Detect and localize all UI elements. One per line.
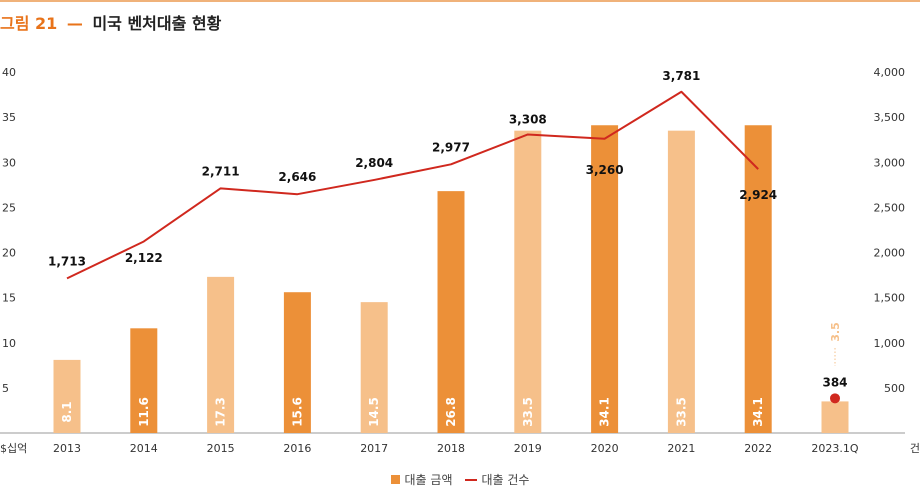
top-rule <box>0 0 920 2</box>
right-axis-tick: 500 <box>884 382 905 395</box>
title-dash: — <box>66 14 83 33</box>
bar-value-label: 33.5 <box>674 397 688 427</box>
x-axis-tick: 2014 <box>130 442 158 455</box>
bar-value-label: 14.5 <box>367 397 381 427</box>
legend-label-count: 대출 건수 <box>481 473 530 487</box>
line-value-label: 2,977 <box>432 140 470 154</box>
bar <box>53 359 81 433</box>
left-axis-tick: 40 <box>2 66 16 79</box>
line-value-label: 2,924 <box>739 188 777 202</box>
line-value-label: 2,711 <box>202 164 240 178</box>
legend-item-amount: 대출 금액 <box>390 471 453 488</box>
line-value-label: 3,308 <box>509 112 547 126</box>
left-axis-unit: $십억 <box>0 442 27 455</box>
x-axis-tick: 2020 <box>591 442 619 455</box>
x-axis-tick: 2023.1Q <box>811 442 858 455</box>
series-line-loan-count <box>66 90 759 280</box>
legend-swatch-line <box>464 478 477 481</box>
line-point-2023q1 <box>830 393 840 404</box>
bar-value-label: 17.3 <box>214 397 228 427</box>
right-axis-tick: 1,500 <box>874 292 906 305</box>
bar <box>514 130 542 433</box>
line-value-label: 2,804 <box>355 156 393 170</box>
bar-value-label: 15.6 <box>290 397 304 427</box>
x-axis-tick: 2017 <box>360 442 388 455</box>
figure-title: 그림 21 — 미국 벤처대출 현황 <box>0 10 221 34</box>
x-axis-tick: 2013 <box>53 442 81 455</box>
left-axis-tick: 25 <box>2 201 16 214</box>
chart-legend: 대출 금액 대출 건수 <box>0 471 920 488</box>
legend-item-count: 대출 건수 <box>464 471 530 488</box>
x-axis-tick: 2016 <box>283 442 311 455</box>
bar <box>130 328 158 433</box>
line-value-label: 2,646 <box>278 170 316 184</box>
x-axis-tick: 2015 <box>207 442 235 455</box>
legend-label-amount: 대출 금액 <box>404 473 453 487</box>
right-axis-tick: 2,000 <box>874 247 906 260</box>
bar <box>591 125 619 433</box>
left-axis-tick: 30 <box>2 156 16 169</box>
line-value-label: 3,260 <box>586 163 624 177</box>
bar <box>821 401 849 433</box>
x-axis-tick: 2021 <box>667 442 695 455</box>
bar-value-label: 11.6 <box>137 397 151 427</box>
bar-value-label: 3.5 <box>829 322 842 342</box>
right-axis-tick: 2,500 <box>874 201 906 214</box>
line-value-label: 3,781 <box>662 69 700 83</box>
figure-number: 그림 21 <box>0 14 58 33</box>
line-value-label: 384 <box>822 375 847 389</box>
right-axis-unit: 건 <box>910 442 920 455</box>
bar-value-label: 34.1 <box>751 397 765 427</box>
right-axis-tick: 1,000 <box>874 337 906 350</box>
bar <box>283 292 311 433</box>
legend-swatch-bar <box>390 475 400 484</box>
bar <box>744 125 772 433</box>
bar <box>667 130 695 433</box>
line-value-label: 2,122 <box>125 251 163 265</box>
bar <box>207 276 235 433</box>
right-axis-tick: 3,500 <box>874 111 906 124</box>
x-axis-tick: 2018 <box>437 442 465 455</box>
bar <box>437 191 465 433</box>
right-axis-tick: 4,000 <box>874 66 906 79</box>
x-axis-tick: 2019 <box>514 442 542 455</box>
right-axis-tick: 3,000 <box>874 156 906 169</box>
left-axis-tick: 15 <box>2 292 16 305</box>
bar-value-label: 8.1 <box>60 401 74 422</box>
bar-value-label: 34.1 <box>598 397 612 427</box>
line-value-label: 1,713 <box>48 254 86 268</box>
title-text: 미국 벤처대출 현황 <box>92 14 222 33</box>
left-axis-tick: 35 <box>2 111 16 124</box>
bar-value-label: 33.5 <box>521 397 535 427</box>
bar-value-label: 26.8 <box>444 397 458 427</box>
left-axis-tick: 10 <box>2 337 16 350</box>
bar <box>360 302 388 433</box>
left-axis-tick: 20 <box>2 247 16 260</box>
x-axis-tick: 2022 <box>744 442 772 455</box>
left-axis-tick: 5 <box>2 382 9 395</box>
